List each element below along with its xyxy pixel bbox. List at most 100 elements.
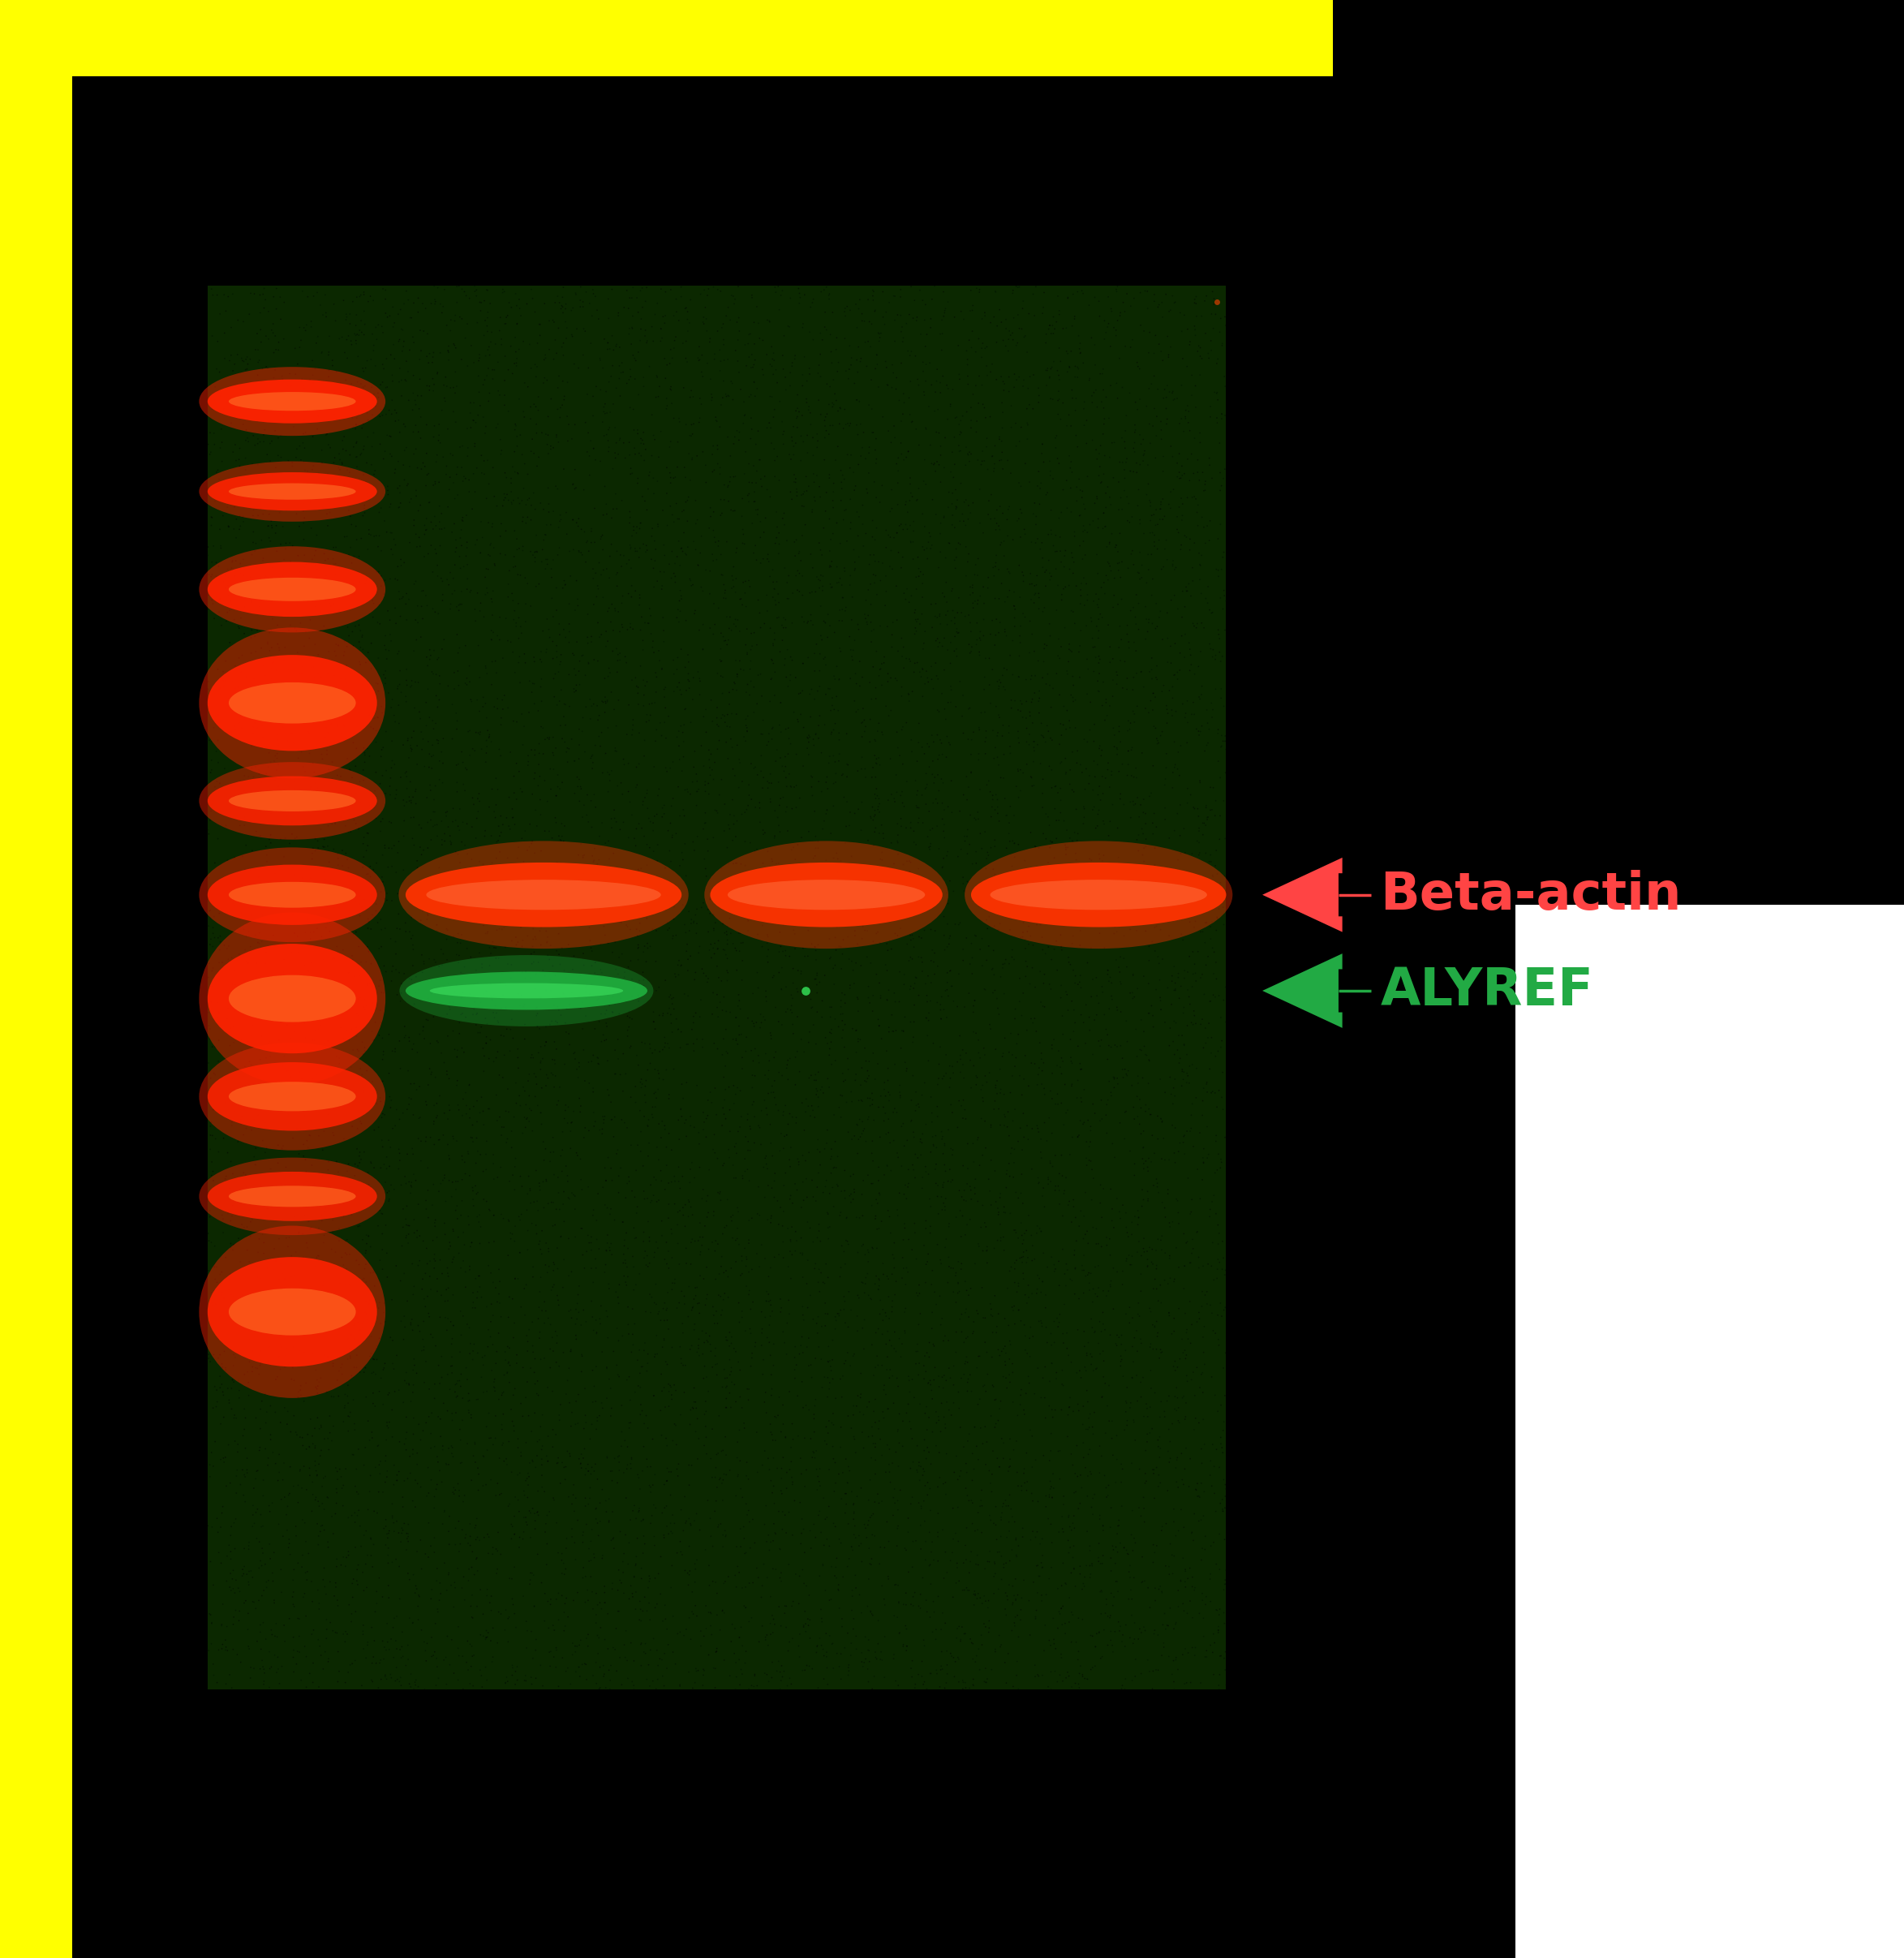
Point xyxy=(602,736,632,768)
Point xyxy=(657,1637,687,1668)
Point xyxy=(724,771,754,803)
Point xyxy=(775,1298,805,1329)
Point xyxy=(975,1175,1005,1206)
Point xyxy=(958,1578,988,1609)
Point xyxy=(468,319,499,350)
Point xyxy=(1110,1124,1140,1155)
Point xyxy=(781,844,811,875)
Point xyxy=(249,1378,280,1410)
Point xyxy=(588,535,619,566)
Point xyxy=(832,1551,863,1582)
Point xyxy=(531,926,562,957)
Point xyxy=(459,1512,489,1543)
Point xyxy=(1040,793,1070,824)
Point xyxy=(887,775,918,807)
Point xyxy=(737,280,767,311)
Point xyxy=(1038,464,1068,495)
Point xyxy=(922,787,952,818)
Point xyxy=(1201,407,1232,439)
Point xyxy=(396,1658,426,1690)
Point xyxy=(803,672,834,703)
Point xyxy=(1108,1255,1139,1286)
Point xyxy=(236,587,267,619)
Point xyxy=(1087,513,1118,544)
Point xyxy=(1192,1077,1222,1108)
Point xyxy=(931,294,962,325)
Point xyxy=(655,335,685,366)
Point xyxy=(1160,660,1190,691)
Point xyxy=(531,1228,562,1259)
Point xyxy=(693,824,724,856)
Point xyxy=(543,689,573,721)
Point xyxy=(446,1296,476,1328)
Point xyxy=(891,1635,922,1666)
Point xyxy=(813,419,843,450)
Point xyxy=(863,1414,893,1445)
Point xyxy=(695,760,725,791)
Point xyxy=(343,1034,373,1065)
Point xyxy=(1175,1116,1205,1147)
Point xyxy=(1055,1042,1085,1073)
Point xyxy=(847,867,878,899)
Point xyxy=(859,877,889,909)
Point xyxy=(1061,683,1091,715)
Point xyxy=(963,388,994,419)
Point xyxy=(508,1580,539,1611)
Point xyxy=(278,899,308,930)
Point xyxy=(674,897,704,928)
Point xyxy=(204,1046,234,1077)
Point xyxy=(324,1310,354,1341)
Point xyxy=(967,370,998,401)
Point xyxy=(868,401,899,433)
Point xyxy=(697,1087,727,1118)
Point xyxy=(727,799,758,830)
Point xyxy=(750,975,781,1006)
Point xyxy=(916,1218,946,1249)
Point xyxy=(560,474,590,505)
Point xyxy=(284,1216,314,1247)
Point xyxy=(1112,715,1142,746)
Point xyxy=(529,815,560,846)
Point xyxy=(908,535,939,566)
Point xyxy=(659,1165,689,1196)
Point xyxy=(402,852,432,883)
Point xyxy=(455,1521,486,1553)
Point xyxy=(689,1429,720,1461)
Point xyxy=(735,319,765,350)
Point xyxy=(623,672,653,703)
Point xyxy=(760,820,790,852)
Point xyxy=(815,944,845,975)
Point xyxy=(1009,1122,1040,1153)
Point xyxy=(350,1235,381,1267)
Point xyxy=(1064,914,1095,946)
Point xyxy=(379,394,409,425)
Point xyxy=(920,376,950,407)
Point xyxy=(592,425,623,456)
Point xyxy=(1072,1126,1102,1157)
Point xyxy=(297,421,327,452)
Point xyxy=(537,1044,567,1075)
Point xyxy=(307,1204,337,1235)
Point xyxy=(529,1476,560,1508)
Point xyxy=(602,1134,632,1165)
Point xyxy=(238,1173,268,1204)
Point xyxy=(432,450,463,482)
Point xyxy=(371,517,402,548)
Point xyxy=(647,801,678,832)
Point xyxy=(1053,1392,1083,1423)
Point xyxy=(411,513,442,544)
Point xyxy=(1043,1306,1074,1337)
Point xyxy=(360,454,390,486)
Point xyxy=(676,1510,706,1541)
Point xyxy=(348,352,379,384)
Point xyxy=(333,957,364,989)
Point xyxy=(594,1506,625,1537)
Point xyxy=(651,1604,682,1635)
Point xyxy=(731,711,762,742)
Point xyxy=(859,568,889,599)
Point xyxy=(1007,1228,1038,1259)
Point xyxy=(1055,1187,1085,1218)
Point xyxy=(691,693,722,724)
Point xyxy=(268,956,299,987)
Point xyxy=(682,820,712,852)
